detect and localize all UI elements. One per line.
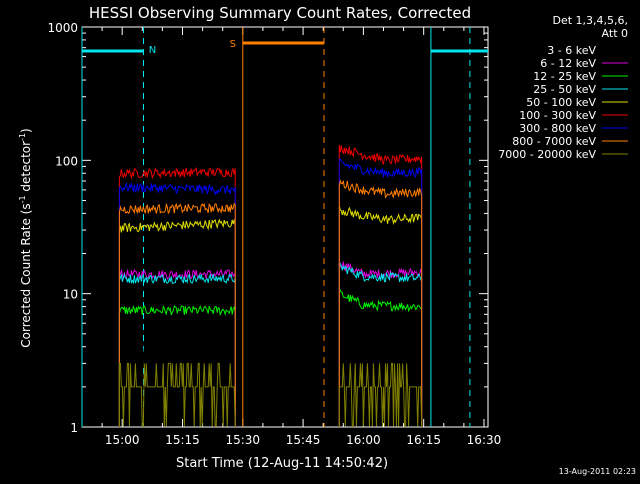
night-marker-label: N xyxy=(149,45,156,56)
series-line xyxy=(118,182,236,427)
series-12-25-kev xyxy=(118,289,423,427)
series-line xyxy=(118,362,236,427)
x-tick-label: 15:00 xyxy=(105,433,140,447)
legend-header-detectors: Det 1,3,4,5,6, xyxy=(552,14,628,27)
x-tick-label: 16:30 xyxy=(467,433,502,447)
series-800-7000-kev xyxy=(118,179,423,427)
legend-entry-label: 300 - 800 keV xyxy=(519,122,596,135)
y-axis-label: Corrected Count Rate (s-1 detector-1) xyxy=(18,128,33,347)
legend-entry-label: 25 - 50 keV xyxy=(533,83,596,96)
series-line xyxy=(118,218,236,427)
series-line xyxy=(338,179,423,427)
legend-entry-label: 3 - 6 keV xyxy=(547,44,596,57)
y-tick-label: 1000 xyxy=(47,21,78,35)
series-50-100-kev xyxy=(118,205,423,427)
x-tick-label: 16:00 xyxy=(346,433,381,447)
series-7000-20000-kev xyxy=(118,362,423,427)
series-line xyxy=(118,304,236,427)
x-tick-label: 15:45 xyxy=(286,433,321,447)
y-tick-label: 100 xyxy=(55,154,78,168)
series-line xyxy=(338,289,423,427)
x-tick-label: 16:15 xyxy=(406,433,441,447)
saa-marker-label: S xyxy=(230,39,236,50)
legend-entry-label: 6 - 12 keV xyxy=(540,57,596,70)
series-line xyxy=(338,144,423,427)
series-line xyxy=(338,362,423,427)
chart-title: HESSI Observing Summary Count Rates, Cor… xyxy=(89,4,471,22)
date-stamp: 13-Aug-2011 02:23 xyxy=(559,467,636,476)
legend-entry-label: 800 - 7000 keV xyxy=(512,135,596,148)
x-axis-label: Start Time (12-Aug-11 14:50:42) xyxy=(176,456,388,471)
x-tick-label: 15:30 xyxy=(225,433,260,447)
y-tick-label: 1 xyxy=(70,421,78,435)
legend-entry-label: 12 - 25 keV xyxy=(533,70,596,83)
series-line xyxy=(118,167,236,427)
series-line xyxy=(118,202,236,427)
legend-entry-label: 7000 - 20000 keV xyxy=(498,148,596,161)
series-25-50-kev xyxy=(118,260,423,427)
series-300-800-kev xyxy=(118,158,423,427)
legend-entry-label: 50 - 100 keV xyxy=(526,96,596,109)
series-line xyxy=(118,272,236,427)
series-line xyxy=(338,260,423,427)
series-line xyxy=(338,158,423,427)
x-tick-label: 15:15 xyxy=(165,433,200,447)
series-100-300-kev xyxy=(118,144,423,427)
series-line xyxy=(338,205,423,427)
legend-header-attenuator: Att 0 xyxy=(602,27,628,40)
y-tick-label: 10 xyxy=(63,288,78,302)
legend-entry-label: 100 - 300 keV xyxy=(519,109,596,122)
